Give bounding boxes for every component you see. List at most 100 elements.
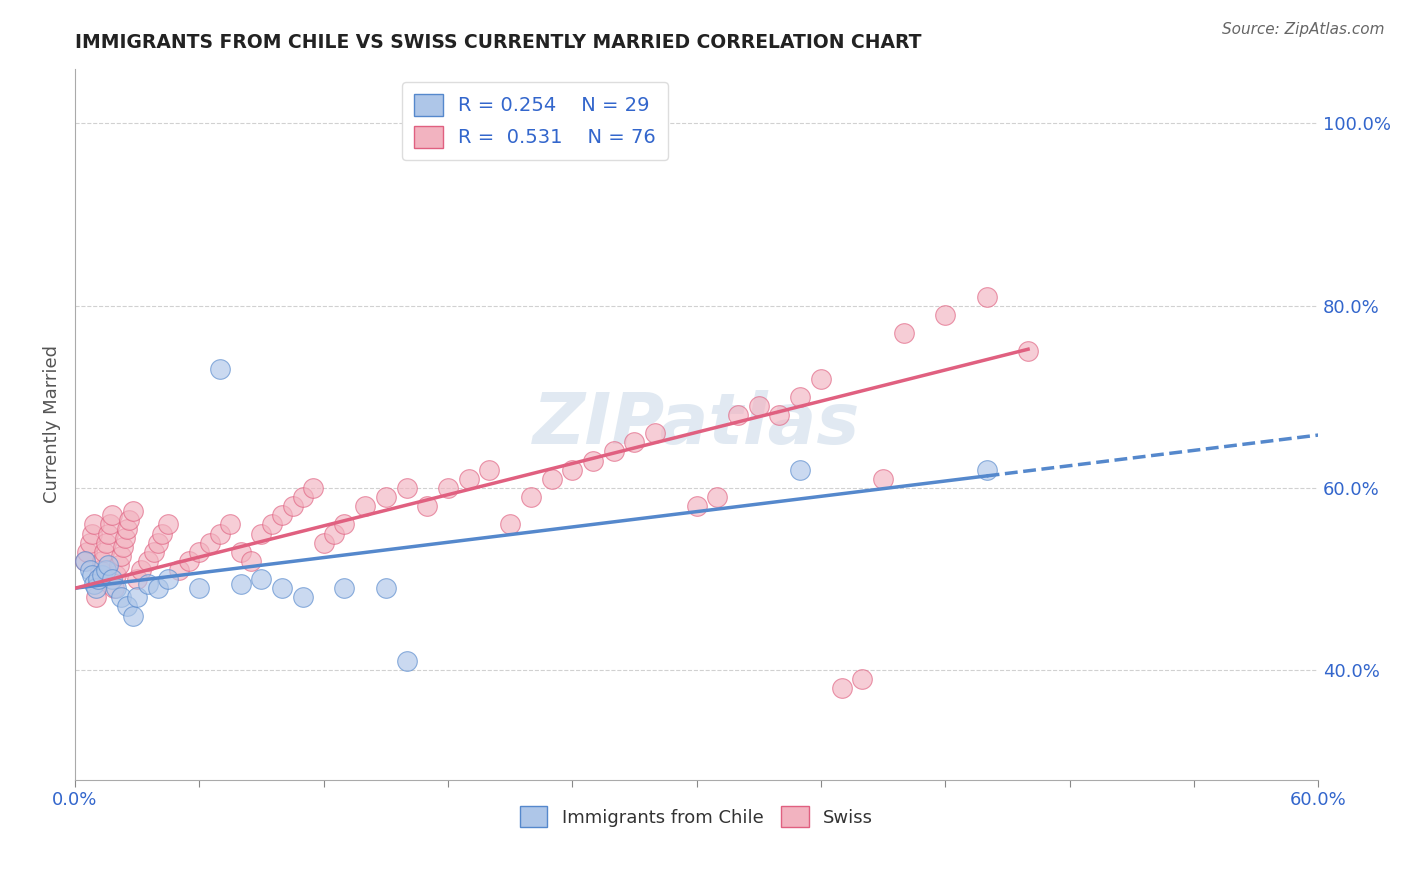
Point <box>80 567 103 582</box>
Text: Source: ZipAtlas.com: Source: ZipAtlas.com <box>1222 22 1385 37</box>
Point <box>142 545 165 559</box>
Point <box>146 581 169 595</box>
Point <box>188 545 211 559</box>
Point <box>177 554 200 568</box>
Point <box>810 371 832 385</box>
Point <box>84 581 107 595</box>
Point <box>107 558 129 573</box>
Point <box>87 572 110 586</box>
Point <box>789 463 811 477</box>
Point <box>75 554 97 568</box>
Point <box>110 549 132 564</box>
Point <box>478 463 501 477</box>
Point <box>706 490 728 504</box>
Point <box>89 563 111 577</box>
Point <box>976 289 998 303</box>
Point <box>91 567 114 582</box>
Point <box>83 517 105 532</box>
Point <box>111 540 134 554</box>
Point <box>976 463 998 477</box>
Legend: Immigrants from Chile, Swiss: Immigrants from Chile, Swiss <box>513 799 880 835</box>
Point <box>893 326 915 340</box>
Y-axis label: Currently Married: Currently Married <box>44 345 60 503</box>
Point <box>250 572 273 586</box>
Point <box>260 517 283 532</box>
Point <box>93 545 115 559</box>
Point <box>768 408 790 422</box>
Point <box>374 490 396 504</box>
Point <box>271 508 294 523</box>
Point <box>157 517 180 532</box>
Point <box>354 499 377 513</box>
Point <box>623 435 645 450</box>
Point <box>789 390 811 404</box>
Point <box>602 444 624 458</box>
Point <box>561 463 583 477</box>
Point <box>105 567 128 582</box>
Point <box>94 535 117 549</box>
Point <box>80 526 103 541</box>
Point <box>240 554 263 568</box>
Point <box>333 517 356 532</box>
Point <box>114 531 136 545</box>
Text: IMMIGRANTS FROM CHILE VS SWISS CURRENTLY MARRIED CORRELATION CHART: IMMIGRANTS FROM CHILE VS SWISS CURRENTLY… <box>75 33 921 52</box>
Point <box>323 526 346 541</box>
Point <box>94 563 117 577</box>
Point <box>374 581 396 595</box>
Point <box>831 681 853 696</box>
Point <box>150 526 173 541</box>
Point <box>582 453 605 467</box>
Point <box>98 517 121 532</box>
Point <box>644 426 666 441</box>
Point <box>291 490 314 504</box>
Point <box>101 572 124 586</box>
Point <box>291 591 314 605</box>
Point <box>87 572 110 586</box>
Point <box>520 490 543 504</box>
Point <box>83 576 105 591</box>
Point <box>437 481 460 495</box>
Point <box>105 581 128 595</box>
Point <box>97 558 120 573</box>
Point <box>136 576 159 591</box>
Point <box>91 554 114 568</box>
Point <box>872 472 894 486</box>
Point <box>115 599 138 614</box>
Point <box>312 535 335 549</box>
Point <box>118 513 141 527</box>
Point <box>84 591 107 605</box>
Point <box>395 481 418 495</box>
Point <box>457 472 479 486</box>
Point <box>127 591 149 605</box>
Point <box>122 504 145 518</box>
Point <box>110 591 132 605</box>
Point <box>131 563 153 577</box>
Point <box>416 499 439 513</box>
Point <box>103 581 125 595</box>
Point <box>229 576 252 591</box>
Point <box>115 522 138 536</box>
Point <box>851 673 873 687</box>
Point <box>167 563 190 577</box>
Point <box>97 526 120 541</box>
Point <box>76 545 98 559</box>
Point <box>540 472 562 486</box>
Point <box>281 499 304 513</box>
Point <box>1017 344 1039 359</box>
Point <box>188 581 211 595</box>
Point <box>271 581 294 595</box>
Point <box>127 572 149 586</box>
Point <box>727 408 749 422</box>
Point <box>250 526 273 541</box>
Point <box>209 362 232 376</box>
Point <box>136 554 159 568</box>
Point <box>499 517 522 532</box>
Point <box>122 608 145 623</box>
Text: ZIPatlas: ZIPatlas <box>533 390 860 458</box>
Point <box>229 545 252 559</box>
Point <box>748 399 770 413</box>
Point <box>79 563 101 577</box>
Point <box>75 554 97 568</box>
Point <box>219 517 242 532</box>
Point <box>79 535 101 549</box>
